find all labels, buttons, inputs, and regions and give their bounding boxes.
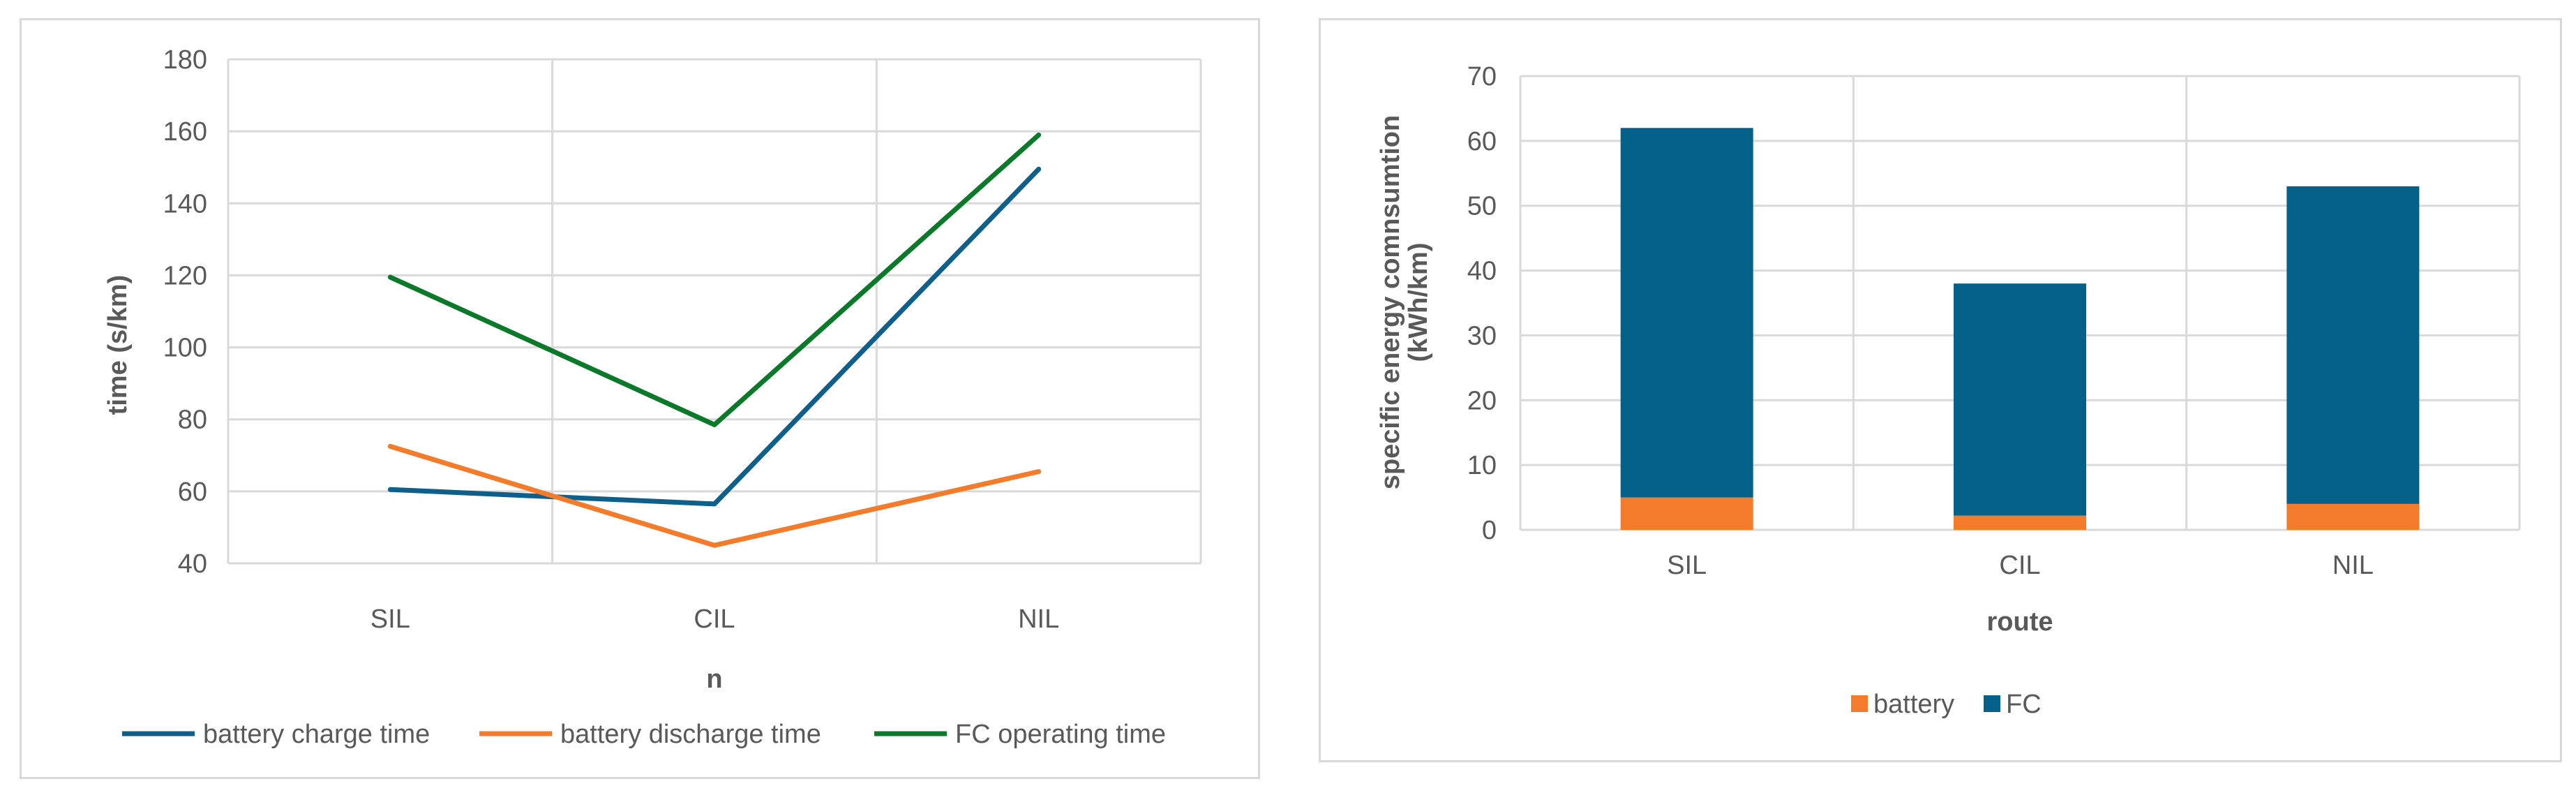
y-tick-label: 80 bbox=[178, 406, 207, 435]
x-tick-label: CIL bbox=[694, 605, 735, 634]
y-tick-label: 100 bbox=[163, 334, 207, 363]
legend-label: FC bbox=[2006, 690, 2042, 719]
bar-chart-panel: 0 10 20 30 40 50 60 70 SIL CIL NIL specific energ… bbox=[1319, 18, 2562, 762]
legend-label: FC operating time bbox=[955, 720, 1166, 749]
y-axis-title-line1: specific energy comnsumtion bbox=[1376, 115, 1405, 489]
y-tick-label: 140 bbox=[163, 189, 207, 218]
y-tick-label: 160 bbox=[163, 117, 207, 147]
series-line bbox=[387, 166, 1042, 507]
bar-chart: 0 10 20 30 40 50 60 70 SIL CIL NIL specific energ… bbox=[1376, 62, 2521, 719]
bar-segment bbox=[1954, 515, 2086, 530]
y-tick-label: 70 bbox=[1467, 62, 1497, 91]
legend-label: battery bbox=[1873, 690, 1954, 719]
legend-swatch bbox=[1984, 695, 2000, 712]
bar-segment bbox=[1954, 283, 2086, 516]
y-tick-label: 10 bbox=[1467, 451, 1497, 480]
legend-label: battery discharge time bbox=[560, 720, 821, 749]
legend-label: battery charge time bbox=[203, 720, 430, 749]
y-tick-label: 40 bbox=[1467, 257, 1497, 286]
y-axis-title: time (s/km) bbox=[103, 275, 133, 415]
y-tick-label: 120 bbox=[163, 261, 207, 290]
y-tick-label: 30 bbox=[1467, 321, 1497, 350]
y-tick-label: 180 bbox=[163, 45, 207, 75]
y-tick-label: 20 bbox=[1467, 386, 1497, 415]
line-chart-panel: 40 60 80 100 120 140 160 180 SIL CIL NIL time (s/… bbox=[20, 18, 1260, 779]
bar-segment bbox=[2286, 503, 2420, 530]
x-axis-title: n bbox=[706, 665, 722, 694]
y-tick-label: 50 bbox=[1467, 192, 1497, 221]
legend-swatch bbox=[1851, 695, 1868, 712]
bar-segment bbox=[1620, 497, 1753, 530]
y-tick-label: 40 bbox=[178, 549, 207, 579]
x-tick-label: SIL bbox=[370, 605, 410, 634]
series-line bbox=[387, 443, 1042, 548]
x-axis-title: route bbox=[1987, 607, 2053, 637]
y-tick-label: 0 bbox=[1482, 516, 1497, 545]
x-tick-label: SIL bbox=[1667, 551, 1707, 580]
x-tick-label: CIL bbox=[1999, 551, 2040, 580]
bar-segment bbox=[1620, 128, 1753, 498]
y-tick-label: 60 bbox=[1467, 127, 1497, 156]
x-tick-label: NIL bbox=[1018, 605, 1059, 634]
y-tick-label: 60 bbox=[178, 477, 207, 507]
bar-segment bbox=[2286, 186, 2420, 504]
series-line bbox=[387, 132, 1042, 427]
y-axis-title-line2: (kWh/km) bbox=[1404, 243, 1433, 362]
line-chart: 40 60 80 100 120 140 160 180 SIL CIL NIL time (s/… bbox=[103, 45, 1202, 749]
x-tick-label: NIL bbox=[2332, 551, 2374, 580]
